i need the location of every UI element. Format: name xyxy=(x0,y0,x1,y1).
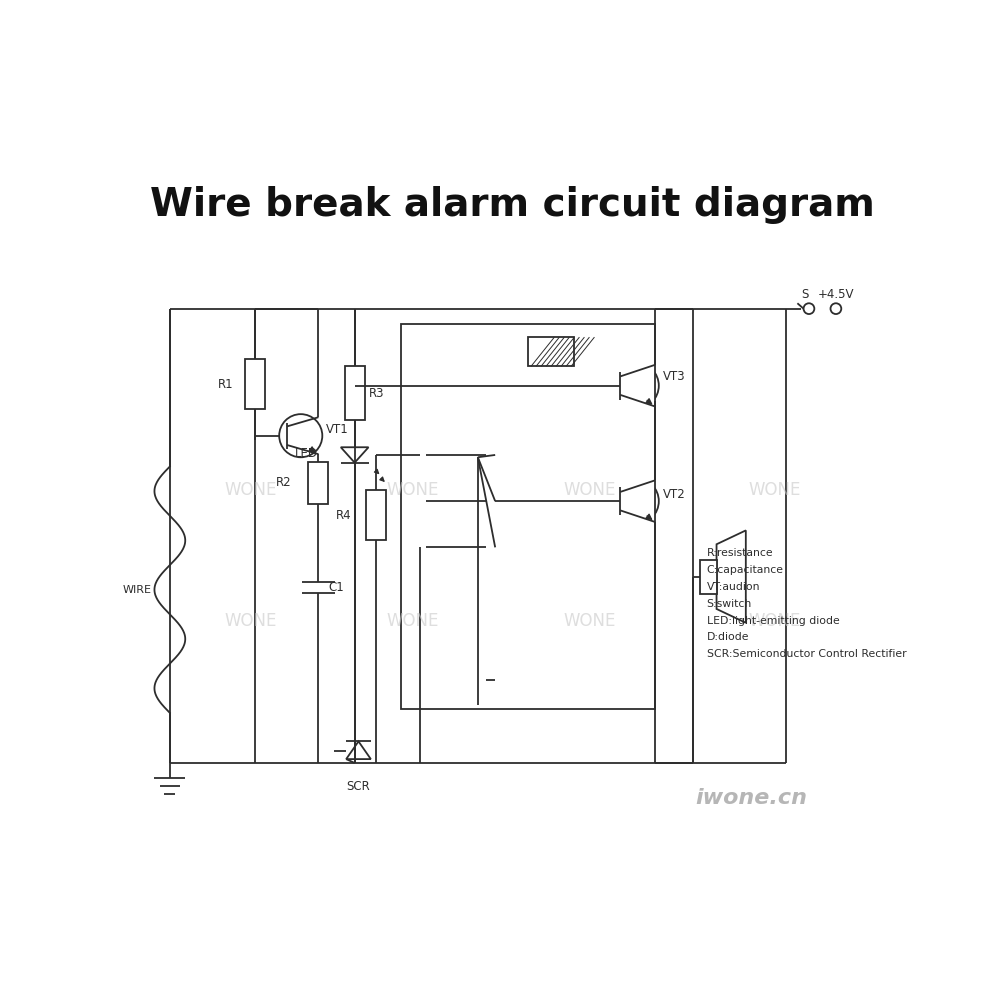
Circle shape xyxy=(414,449,426,461)
Text: +4.5V: +4.5V xyxy=(818,288,854,301)
Text: S:switch: S:switch xyxy=(707,599,752,609)
Circle shape xyxy=(433,368,523,457)
Bar xyxy=(401,324,655,709)
Circle shape xyxy=(484,542,495,553)
Bar xyxy=(245,359,265,409)
Text: C1: C1 xyxy=(328,581,344,594)
Text: WONE: WONE xyxy=(225,481,277,499)
Text: R3: R3 xyxy=(369,387,384,400)
Polygon shape xyxy=(341,447,369,463)
Circle shape xyxy=(279,414,322,457)
Circle shape xyxy=(613,363,659,409)
Text: VT3: VT3 xyxy=(663,370,685,383)
Circle shape xyxy=(484,449,495,461)
Circle shape xyxy=(613,478,659,524)
Text: R1: R1 xyxy=(217,378,233,391)
Polygon shape xyxy=(346,741,371,759)
Circle shape xyxy=(414,542,426,553)
Bar xyxy=(366,490,386,540)
Text: WONE: WONE xyxy=(225,611,277,630)
Text: LED: LED xyxy=(295,447,318,460)
Text: WONE: WONE xyxy=(563,611,616,630)
Text: WONE: WONE xyxy=(563,481,616,499)
Text: iwone.cn: iwone.cn xyxy=(695,788,807,808)
Bar xyxy=(528,337,574,366)
Text: WONE: WONE xyxy=(748,481,800,499)
Bar xyxy=(700,560,717,594)
Text: WONE: WONE xyxy=(386,611,439,630)
Text: VT:audion: VT:audion xyxy=(707,582,760,592)
Circle shape xyxy=(484,674,495,686)
Text: WONE: WONE xyxy=(748,611,800,630)
Text: WIRE: WIRE xyxy=(123,585,152,595)
Bar xyxy=(345,366,365,420)
Circle shape xyxy=(804,303,814,314)
Bar xyxy=(308,462,328,504)
Text: S: S xyxy=(801,288,809,301)
Text: SCR:Semiconductor Control Rectifier: SCR:Semiconductor Control Rectifier xyxy=(707,649,906,659)
Text: R4: R4 xyxy=(336,509,352,522)
Text: VT2: VT2 xyxy=(663,488,685,501)
Text: WONE: WONE xyxy=(386,481,439,499)
Text: LED:light-emitting diode: LED:light-emitting diode xyxy=(707,615,839,626)
Text: R2: R2 xyxy=(276,476,292,489)
Text: D:diode: D:diode xyxy=(707,632,749,642)
Text: SCR: SCR xyxy=(347,780,370,793)
Text: Wire break alarm circuit diagram: Wire break alarm circuit diagram xyxy=(150,186,875,224)
Circle shape xyxy=(484,495,495,507)
Polygon shape xyxy=(717,530,746,623)
Circle shape xyxy=(831,303,841,314)
Text: C:capacitance: C:capacitance xyxy=(707,565,784,575)
Text: R:resistance: R:resistance xyxy=(707,548,773,558)
Circle shape xyxy=(414,495,426,507)
Text: VT1: VT1 xyxy=(326,423,349,436)
